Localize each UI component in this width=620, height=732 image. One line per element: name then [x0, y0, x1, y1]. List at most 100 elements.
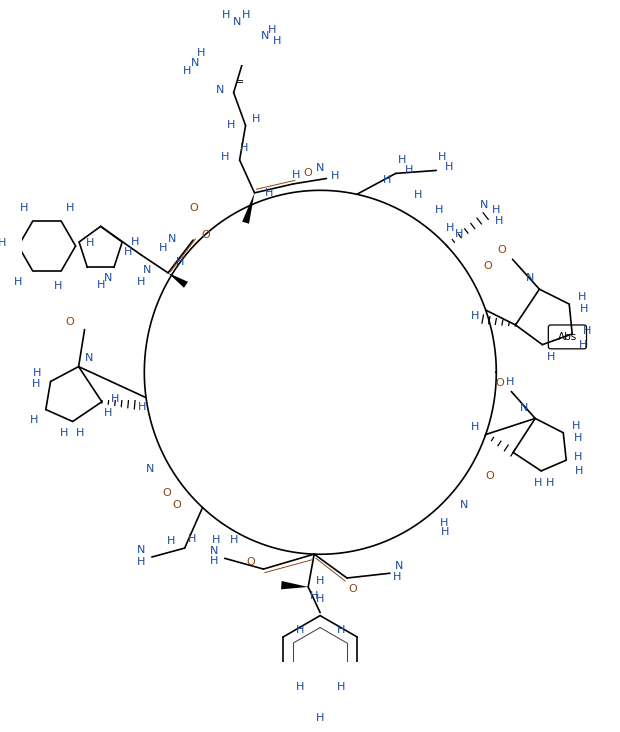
Text: N: N	[104, 273, 112, 283]
Text: H: H	[435, 205, 443, 215]
Text: H: H	[97, 280, 105, 291]
Text: H: H	[137, 277, 146, 287]
Text: H: H	[265, 188, 273, 198]
Text: H: H	[574, 433, 582, 443]
Text: H: H	[230, 535, 238, 545]
Text: H: H	[131, 237, 140, 247]
Text: O: O	[304, 168, 312, 178]
Text: N: N	[460, 500, 469, 509]
Text: H: H	[575, 466, 583, 476]
Text: H: H	[221, 152, 229, 162]
Text: H: H	[316, 713, 324, 723]
Text: H: H	[0, 238, 6, 248]
Polygon shape	[168, 273, 188, 288]
Text: O: O	[172, 500, 181, 509]
Text: H: H	[534, 478, 542, 488]
Text: H: H	[316, 594, 324, 604]
FancyBboxPatch shape	[548, 325, 587, 349]
Text: H: H	[272, 36, 281, 45]
Text: O: O	[483, 261, 492, 272]
Text: H: H	[111, 394, 119, 404]
Polygon shape	[242, 193, 255, 224]
Text: H: H	[397, 155, 406, 165]
Text: H: H	[438, 152, 446, 163]
Text: H: H	[583, 326, 591, 336]
Text: H: H	[137, 557, 145, 567]
Text: O: O	[495, 378, 504, 388]
Text: H: H	[32, 379, 40, 389]
Text: =: =	[236, 78, 244, 88]
Text: H: H	[580, 304, 588, 314]
Text: N: N	[526, 274, 534, 283]
Text: H: H	[296, 682, 304, 692]
Text: H: H	[268, 25, 277, 35]
Text: H: H	[507, 377, 515, 387]
Text: H: H	[197, 48, 205, 58]
Polygon shape	[281, 581, 308, 589]
Text: N: N	[316, 163, 325, 173]
Text: H: H	[440, 518, 448, 528]
Text: O: O	[485, 471, 494, 482]
Text: H: H	[291, 171, 300, 180]
Text: H: H	[226, 121, 235, 130]
Text: H: H	[66, 203, 74, 213]
Text: H: H	[76, 428, 84, 438]
Text: O: O	[202, 231, 211, 240]
Text: N: N	[167, 234, 176, 244]
Text: H: H	[331, 171, 340, 181]
Text: H: H	[124, 247, 132, 257]
Text: H: H	[393, 572, 401, 582]
Text: O: O	[246, 557, 255, 567]
Text: H: H	[212, 535, 221, 545]
Text: H: H	[19, 203, 28, 213]
Text: N: N	[143, 265, 151, 275]
Text: H: H	[240, 143, 249, 153]
Text: H: H	[222, 10, 230, 20]
Text: O: O	[65, 318, 74, 327]
Text: H: H	[176, 257, 184, 267]
Text: N: N	[85, 353, 94, 362]
Text: N: N	[137, 545, 145, 555]
Text: H: H	[54, 281, 63, 291]
Text: O: O	[348, 583, 357, 594]
Text: N: N	[216, 85, 224, 94]
Text: H: H	[60, 428, 68, 438]
Text: H: H	[86, 238, 95, 248]
Text: H: H	[441, 527, 450, 537]
Text: H: H	[495, 216, 503, 226]
Text: H: H	[252, 114, 260, 124]
Text: H: H	[138, 402, 146, 411]
Text: N: N	[210, 546, 218, 556]
Text: H: H	[405, 165, 413, 176]
Text: N: N	[261, 31, 270, 41]
Text: H: H	[446, 223, 454, 233]
Text: H: H	[210, 556, 218, 567]
Text: H: H	[471, 422, 479, 433]
Text: H: H	[337, 625, 345, 635]
Text: H: H	[316, 576, 324, 586]
Text: H: H	[310, 591, 318, 601]
Text: H: H	[337, 682, 345, 692]
Text: H: H	[578, 292, 587, 302]
Text: H: H	[414, 190, 422, 200]
Text: O: O	[162, 488, 171, 498]
Text: H: H	[547, 351, 556, 362]
Text: H: H	[578, 340, 587, 350]
Text: N: N	[232, 18, 241, 27]
Text: H: H	[104, 408, 112, 417]
Text: N: N	[395, 561, 403, 571]
Text: Abs: Abs	[558, 332, 577, 342]
Text: H: H	[471, 311, 479, 321]
Text: H: H	[492, 205, 500, 215]
Text: O: O	[190, 203, 198, 213]
Text: H: H	[445, 163, 454, 173]
Text: H: H	[33, 367, 42, 378]
Text: H: H	[188, 534, 196, 544]
Text: H: H	[296, 625, 304, 635]
Text: H: H	[30, 415, 38, 425]
Text: N: N	[191, 58, 199, 68]
Text: H: H	[241, 10, 250, 20]
Text: H: H	[454, 229, 463, 239]
Text: N: N	[520, 403, 529, 413]
Text: H: H	[383, 175, 391, 185]
